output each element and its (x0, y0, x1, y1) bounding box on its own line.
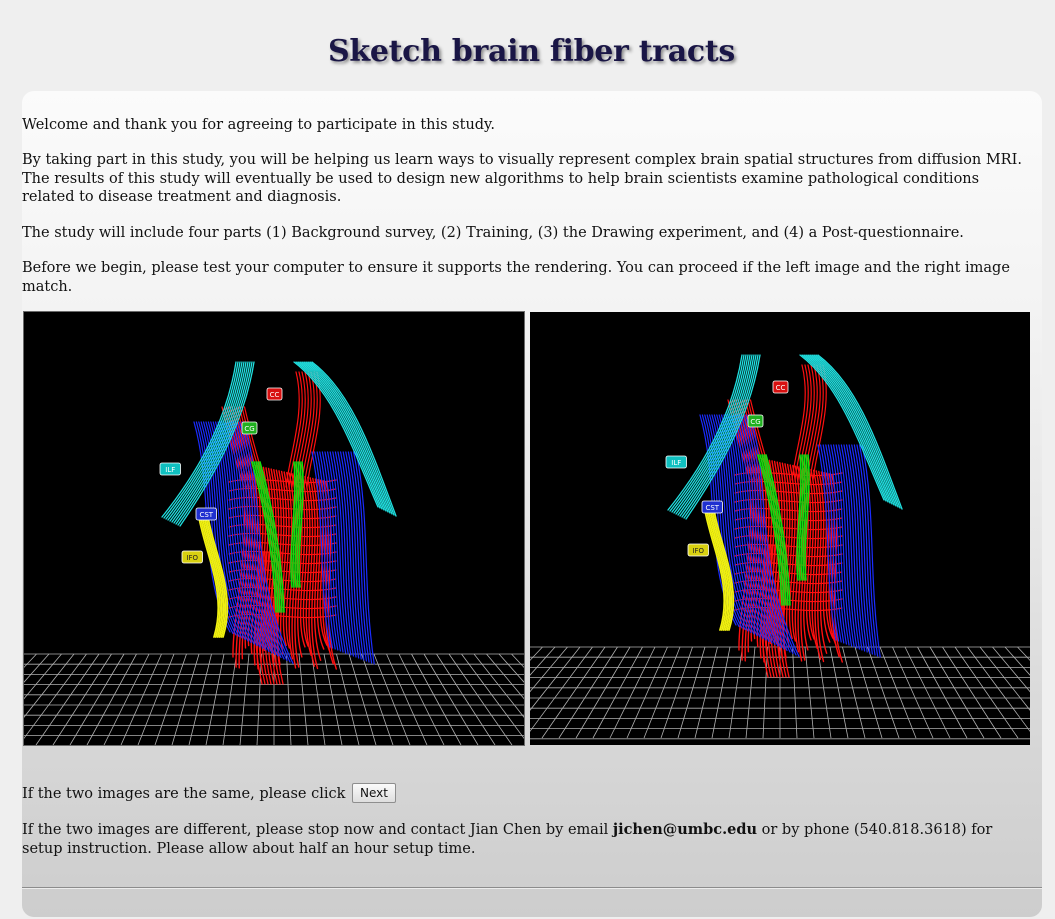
svg-text:CG: CG (750, 418, 760, 426)
svg-text:IFO: IFO (186, 554, 198, 562)
contact-text-before: If the two images are different, please … (22, 822, 613, 838)
svg-text:CC: CC (270, 391, 280, 399)
contact-text: If the two images are different, please … (22, 821, 1032, 858)
svg-text:CST: CST (705, 504, 719, 512)
reference-render-svg: CC CG ILF CST IFO (24, 361, 524, 745)
next-prompt: If the two images are the same, please c… (22, 783, 1032, 804)
svg-text:CG: CG (244, 425, 254, 433)
study-parts-text: The study will include four parts (1) Ba… (22, 225, 964, 241)
live-render-svg: CC CG ILF CST IFO (530, 354, 1030, 740)
purpose-text: By taking part in this study, you will b… (22, 152, 1022, 205)
footer-divider (22, 887, 1042, 889)
page-title: Sketch brain fiber tracts (327, 34, 736, 69)
contact-text-after: or by phone (540.818.3618) for setup ins… (22, 822, 993, 857)
live-render-canvas: CC CG ILF CST IFO (530, 312, 1030, 745)
svg-text:IFO: IFO (692, 547, 704, 555)
next-button[interactable]: Next (352, 783, 396, 803)
render-test-instructions: Before we begin, please test your comput… (22, 260, 1010, 295)
svg-text:ILF: ILF (165, 466, 175, 474)
next-prompt-text: If the two images are the same, please c… (22, 786, 346, 802)
contact-email[interactable]: jichen@umbc.edu (612, 821, 758, 838)
svg-text:CST: CST (199, 511, 213, 519)
svg-text:CC: CC (776, 384, 786, 392)
welcome-text: Welcome and thank you for agreeing to pa… (22, 117, 495, 133)
reference-render-image: CC CG ILF CST IFO (23, 311, 525, 746)
svg-text:ILF: ILF (671, 459, 681, 467)
